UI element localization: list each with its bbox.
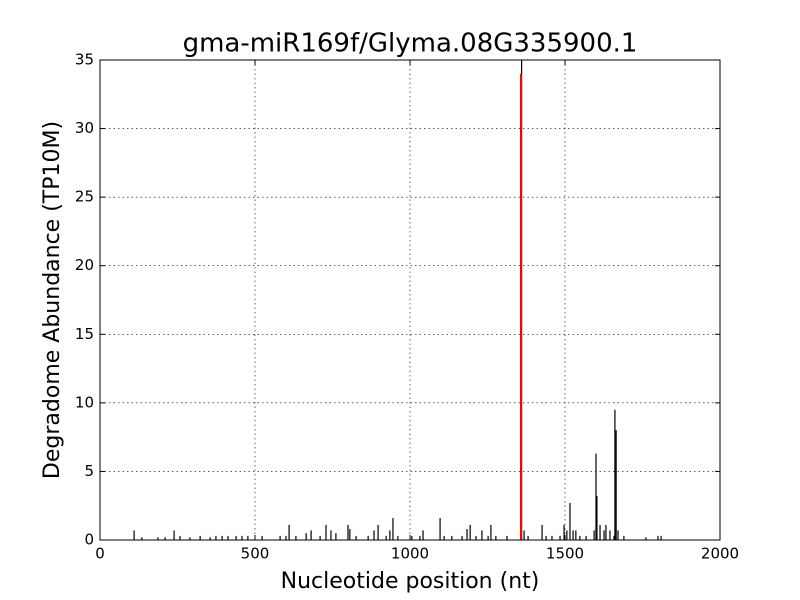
x-axis-label: Nucleotide position (nt): [281, 569, 540, 594]
x-tick-label: 1000: [391, 545, 429, 563]
x-tick-label: 1500: [546, 545, 584, 563]
y-tick-label: 20: [75, 256, 94, 274]
plot-frame: [99, 59, 721, 541]
y-tick-label: 25: [75, 188, 94, 206]
x-tick-label: 0: [95, 545, 105, 563]
x-tick-label: 500: [241, 545, 270, 563]
y-tick-label: 10: [75, 393, 94, 411]
y-tick-label: 0: [84, 531, 94, 549]
y-tick-label: 30: [75, 119, 94, 137]
x-tick-label: 2000: [701, 545, 739, 563]
chart-title: gma-miR169f/Glyma.08G335900.1: [183, 29, 638, 59]
y-tick-label: 5: [84, 462, 94, 480]
y-axis-label: Degradome Abundance (TP10M): [40, 121, 65, 479]
y-tick-label: 35: [75, 51, 94, 69]
y-tick-label: 15: [75, 325, 94, 343]
